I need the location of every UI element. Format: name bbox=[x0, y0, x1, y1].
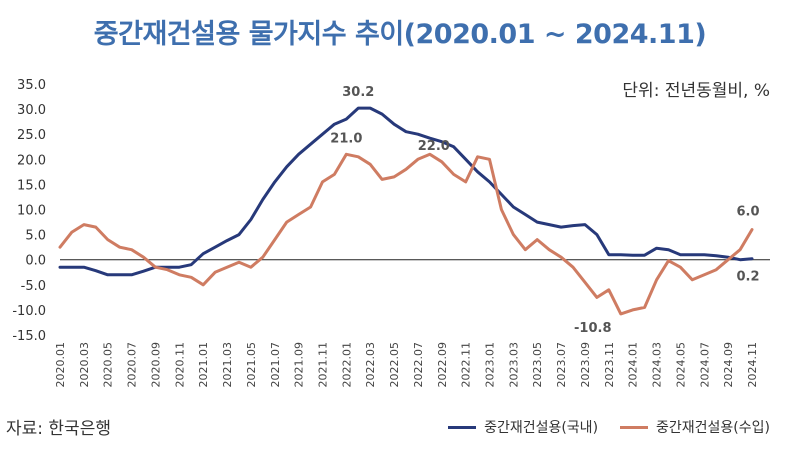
data-label: 6.0 bbox=[736, 205, 759, 220]
legend-item-domestic: 중간재건설용(국내) bbox=[448, 417, 598, 437]
x-tick-label: 2023.01 bbox=[484, 342, 497, 388]
x-tick-label: 2022.03 bbox=[364, 342, 377, 388]
y-tick-label: 10.0 bbox=[17, 204, 46, 219]
x-tick-label: 2023.05 bbox=[531, 342, 544, 388]
y-tick-label: 30.0 bbox=[17, 103, 46, 118]
y-tick-label: -5.0 bbox=[21, 279, 46, 294]
x-tick-label: 2021.01 bbox=[197, 342, 210, 388]
series-line-domestic bbox=[58, 106, 754, 277]
y-tick-label: 0.0 bbox=[25, 254, 46, 269]
x-tick-label: 2021.05 bbox=[245, 342, 258, 388]
x-tick-label: 2020.03 bbox=[78, 342, 91, 388]
x-tick-label: 2023.07 bbox=[555, 342, 568, 388]
data-label: -10.8 bbox=[574, 321, 611, 336]
data-label: 30.2 bbox=[342, 85, 374, 100]
y-tick-label: 25.0 bbox=[17, 128, 46, 143]
x-tick-label: 2022.11 bbox=[460, 342, 473, 388]
x-tick-label: 2022.05 bbox=[388, 342, 401, 388]
x-tick-label: 2022.07 bbox=[412, 342, 425, 388]
x-tick-label: 2020.01 bbox=[54, 342, 67, 388]
x-tick-label: 2023.03 bbox=[507, 342, 520, 388]
y-tick-label: -15.0 bbox=[12, 329, 46, 344]
x-tick-label: 2024.01 bbox=[627, 342, 640, 388]
y-tick-label: 5.0 bbox=[25, 229, 46, 244]
x-tick-label: 2021.09 bbox=[293, 342, 306, 388]
data-label: 22.0 bbox=[418, 139, 450, 154]
chart-title: 중간재건설용 물가지수 추이(2020.01 ~ 2024.11) bbox=[93, 19, 707, 50]
x-tick-label: 2023.11 bbox=[603, 342, 616, 388]
x-tick-label: 2020.07 bbox=[126, 342, 139, 388]
unit-label: 단위: 전년동월비, % bbox=[622, 81, 770, 101]
legend-label-domestic: 중간재건설용(국내) bbox=[484, 420, 599, 436]
x-tick-label: 2024.11 bbox=[746, 342, 759, 388]
x-tick-label: 2024.03 bbox=[651, 342, 664, 388]
y-tick-label: 35.0 bbox=[17, 78, 46, 93]
x-tick-label: 2021.11 bbox=[316, 342, 329, 388]
y-axis-ticks: 35.0 30.0 25.0 20.0 15.0 10.0 5.0 0.0 -5.0 -10.0 -… bbox=[12, 78, 46, 344]
x-tick-label: 2024.09 bbox=[722, 342, 735, 388]
y-tick-label: -10.0 bbox=[12, 304, 46, 319]
y-tick-label: 20.0 bbox=[17, 153, 46, 168]
x-tick-label: 2024.07 bbox=[698, 342, 711, 388]
x-tick-label: 2021.07 bbox=[269, 342, 282, 388]
x-axis-ticks: 2020.01 2020.03 2020.05 2020.07 2020.09 2020.… bbox=[54, 342, 759, 388]
x-tick-label: 2021.03 bbox=[221, 342, 234, 388]
legend-label-imported: 중간재건설용(수입) bbox=[656, 420, 770, 436]
x-tick-label: 2023.09 bbox=[579, 342, 592, 388]
legend-swatch-domestic bbox=[448, 425, 477, 429]
data-label: 21.0 bbox=[330, 131, 362, 146]
x-tick-label: 2020.09 bbox=[149, 342, 162, 388]
x-tick-label: 2022.09 bbox=[436, 342, 449, 388]
series-lines bbox=[58, 106, 754, 316]
x-tick-label: 2020.11 bbox=[173, 342, 186, 388]
data-labels: 30.2 21.0 22.0 -10.8 6.0 0.2 bbox=[330, 85, 759, 336]
x-tick-label: 2022.01 bbox=[340, 342, 353, 388]
legend-item-imported: 중간재건설용(수입) bbox=[620, 417, 770, 437]
data-label: 0.2 bbox=[736, 270, 759, 285]
x-tick-label: 2020.05 bbox=[102, 342, 115, 388]
y-tick-label: 15.0 bbox=[17, 178, 46, 193]
x-tick-label: 2024.05 bbox=[674, 342, 687, 388]
source-label: 자료: 한국은행 bbox=[6, 419, 111, 439]
series-line-imported bbox=[58, 152, 754, 316]
legend-swatch-imported bbox=[620, 425, 649, 429]
legend: 중간재건설용(국내) 중간재건설용(수입) bbox=[426, 417, 770, 437]
